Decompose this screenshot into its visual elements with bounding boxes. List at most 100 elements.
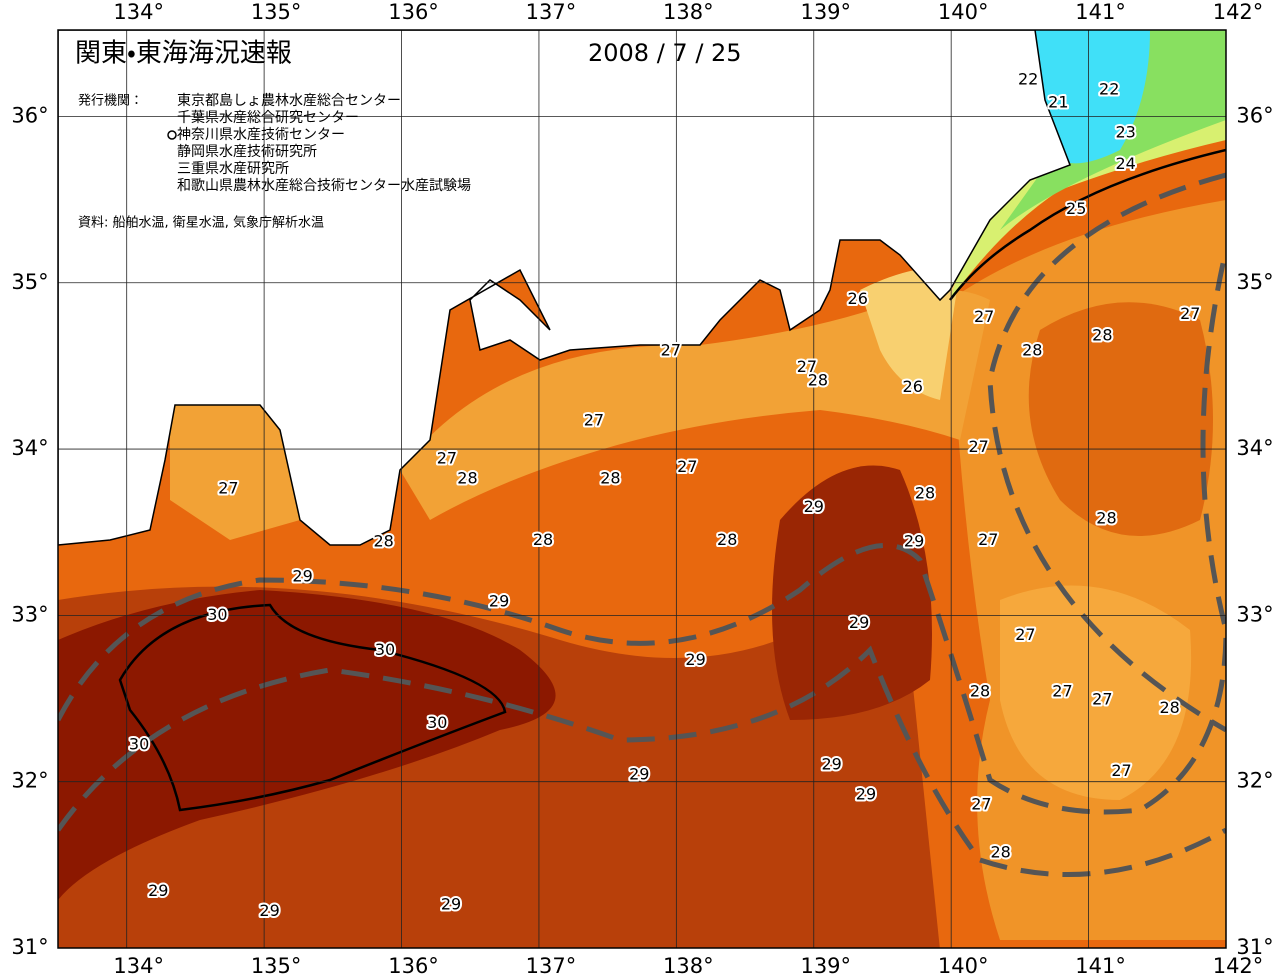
contour-label: 29 xyxy=(629,765,649,784)
contour-label: 28 xyxy=(457,469,477,488)
contour-label: 27 xyxy=(1092,690,1112,709)
contour-label: 27 xyxy=(677,457,697,476)
lon-label-top: 137° xyxy=(526,0,577,24)
lat-label-left: 32° xyxy=(11,769,48,793)
lat-label-right: 35° xyxy=(1236,270,1273,294)
lat-label-left: 35° xyxy=(11,270,48,294)
kii-channel xyxy=(170,405,300,540)
contour-label: 27 xyxy=(437,449,457,468)
contour-label: 27 xyxy=(1180,304,1200,323)
contour-label: 29 xyxy=(292,567,312,586)
contour-label: 27 xyxy=(1052,681,1072,700)
contour-30 xyxy=(118,603,507,812)
issuer: 東京都島しょ農林水産総合センター xyxy=(177,93,401,109)
contour-label: 29 xyxy=(148,881,168,900)
map-frame xyxy=(57,29,1227,949)
contour-label: 26 xyxy=(848,289,868,308)
issuer-heading: 発行機関： xyxy=(78,94,143,109)
land xyxy=(58,30,1071,546)
lon-label-bottom: 136° xyxy=(388,954,439,978)
lon-label-top: 135° xyxy=(251,0,302,24)
contour-label: 27 xyxy=(661,340,681,359)
contour-label: 28 xyxy=(373,532,393,551)
warm-core-east xyxy=(772,465,932,720)
contour-label: 27 xyxy=(797,357,817,376)
lat-label-left: 33° xyxy=(11,602,48,626)
lat-label-right: 36° xyxy=(1236,103,1273,127)
graticule xyxy=(58,30,1226,948)
contour-label: 30 xyxy=(207,605,227,624)
issuer: 三重県水産研究所 xyxy=(177,160,289,177)
lon-label-bottom: 140° xyxy=(938,954,989,978)
contour-label: 28 xyxy=(1096,508,1116,527)
contour-label: 29 xyxy=(804,497,824,516)
contour-label: 27 xyxy=(974,307,994,326)
contour-label: 29 xyxy=(685,650,705,669)
lon-label-top: 138° xyxy=(663,0,714,24)
contour-label: 25 xyxy=(1066,199,1086,218)
sagami-cool xyxy=(860,267,960,400)
contour-label: 30 xyxy=(427,713,447,732)
contour-label: 28 xyxy=(1092,326,1112,345)
contour-label: 23 xyxy=(1116,123,1136,142)
lon-label-bottom: 142° xyxy=(1213,954,1264,978)
lon-label-bottom: 138° xyxy=(663,954,714,978)
lat-label-right: 34° xyxy=(1236,436,1273,460)
contour-label: 29 xyxy=(259,901,279,920)
front-line xyxy=(949,148,1226,301)
contour-label: 30 xyxy=(129,735,149,754)
map-date: 2008 / 7 / 25 xyxy=(588,39,742,67)
contour-label: 29 xyxy=(856,785,876,804)
contour-label: 24 xyxy=(1116,154,1136,173)
east-cool xyxy=(1000,585,1192,800)
lat-label-left: 36° xyxy=(11,103,48,127)
contour-label: 26 xyxy=(903,377,923,396)
contour-label: 22 xyxy=(1099,79,1119,98)
contour-label: 27 xyxy=(1111,761,1131,780)
contour-label: 29 xyxy=(904,532,924,551)
lon-label-top: 139° xyxy=(800,0,851,24)
contour-label: 28 xyxy=(808,370,828,389)
lat-label-right: 33° xyxy=(1236,602,1273,626)
contour-label: 28 xyxy=(600,469,620,488)
contour-label: 28 xyxy=(990,843,1010,862)
lat-label-right: 32° xyxy=(1236,769,1273,793)
issuer: 和歌山県農林水産総合技術センター水産試験場 xyxy=(177,178,471,194)
lon-label-top: 136° xyxy=(388,0,439,24)
east-warm xyxy=(1028,302,1213,536)
contour-label: 27 xyxy=(978,530,998,549)
lon-label-bottom: 141° xyxy=(1075,954,1126,978)
contour-label: 27 xyxy=(968,437,988,456)
contour-label: 29 xyxy=(441,894,461,913)
kuroshio-south xyxy=(58,645,1226,878)
eddy-line xyxy=(987,172,1226,733)
lat-label-right: 31° xyxy=(1236,935,1273,959)
contour-label: 27 xyxy=(1015,625,1035,644)
contour-label: 22 xyxy=(1018,69,1038,88)
contour-label: 28 xyxy=(915,483,935,502)
contour-label: 28 xyxy=(717,530,737,549)
warm-core xyxy=(58,590,556,900)
contour-label: 28 xyxy=(1159,698,1179,717)
contour-label: 28 xyxy=(970,681,990,700)
contour-label: 27 xyxy=(971,794,991,813)
lon-label-bottom: 137° xyxy=(526,954,577,978)
issuer: 神奈川県水産技術センター xyxy=(177,127,345,143)
contour-label: 30 xyxy=(375,640,395,659)
lon-label-top: 142° xyxy=(1213,0,1264,24)
lon-label-bottom: 139° xyxy=(800,954,851,978)
coastal-cool xyxy=(400,290,990,520)
issuer: 静岡県水産技術研究所 xyxy=(177,143,317,160)
issuer-marker xyxy=(167,130,177,140)
cold-cyan xyxy=(1035,30,1150,164)
lon-label-top: 141° xyxy=(1075,0,1126,24)
contour-label: 28 xyxy=(1022,340,1042,359)
lat-label-left: 34° xyxy=(11,436,48,460)
data-source: 資料: 船舶水温, 衛星水温, 気象庁解析水温 xyxy=(78,215,324,231)
contour-label: 29 xyxy=(489,592,509,611)
contour-label: 29 xyxy=(821,755,841,774)
